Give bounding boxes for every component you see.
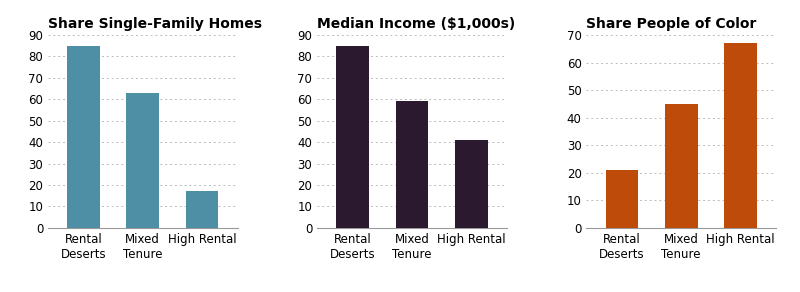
Bar [665, 104, 698, 228]
Text: Median Income ($1,000s): Median Income ($1,000s) [318, 17, 515, 31]
Bar [396, 101, 428, 228]
Bar [455, 140, 487, 228]
Bar [606, 170, 638, 228]
Bar [126, 93, 159, 228]
Text: Share People of Color: Share People of Color [586, 17, 757, 31]
Bar [186, 191, 218, 228]
Text: Share Single-Family Homes: Share Single-Family Homes [48, 17, 262, 31]
Bar [67, 46, 100, 228]
Bar [724, 43, 757, 228]
Bar [337, 46, 369, 228]
